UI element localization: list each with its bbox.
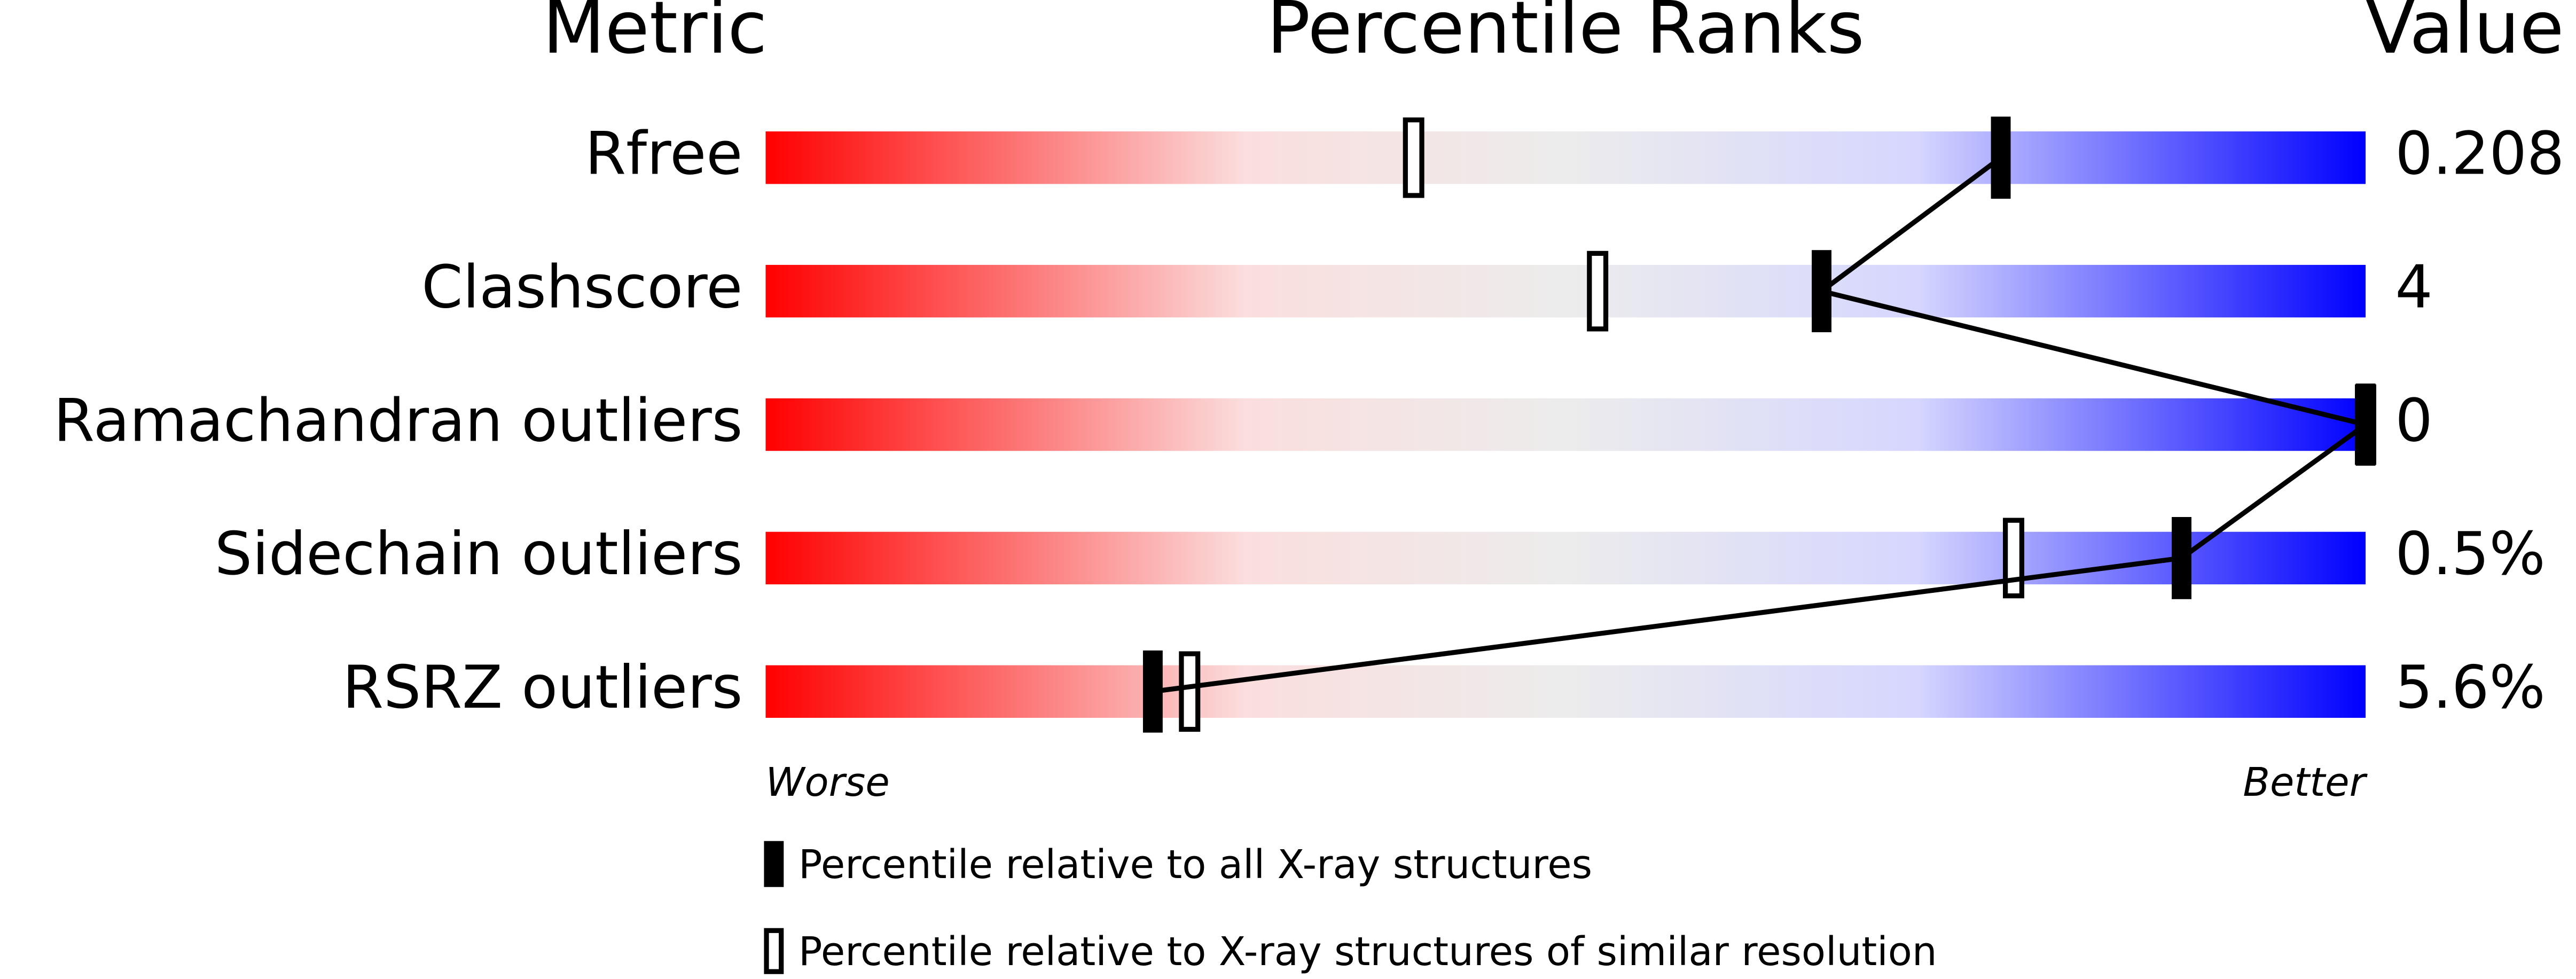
metric-value: 0 bbox=[2395, 386, 2432, 455]
slider-bar bbox=[765, 131, 2366, 184]
all-marker bbox=[1812, 250, 1831, 333]
slider-bar bbox=[765, 665, 2366, 718]
all-marker bbox=[2355, 383, 2376, 466]
legend: Percentile relative to all X-ray structu… bbox=[764, 841, 1937, 975]
similar-marker bbox=[1179, 651, 1201, 732]
slider-bar bbox=[765, 398, 2366, 451]
all-marker bbox=[1991, 116, 2011, 199]
legend-label: Percentile relative to all X-ray structu… bbox=[798, 842, 1592, 888]
metric-value: 5.6% bbox=[2395, 653, 2545, 722]
metric-label: RSRZ outliers bbox=[342, 653, 742, 722]
legend-swatch bbox=[764, 928, 784, 974]
metric-value: 0.5% bbox=[2395, 520, 2545, 589]
legend-swatch bbox=[764, 841, 784, 887]
similar-marker bbox=[2003, 518, 2025, 599]
metric-header: Metric bbox=[543, 0, 768, 70]
similar-marker bbox=[1587, 250, 1609, 332]
worse-label: Worse bbox=[765, 759, 889, 805]
bars: Rfree 0.208 Clashscore 4 Ramachandran outlie… bbox=[53, 120, 2564, 723]
legend-label: Percentile relative to X-ray structures … bbox=[798, 929, 1937, 975]
slider-bar bbox=[765, 264, 2366, 318]
metric-value: 0.208 bbox=[2395, 120, 2564, 189]
all-marker bbox=[1142, 650, 1163, 733]
metric-label: Rfree bbox=[585, 120, 742, 189]
better-label: Better bbox=[2243, 759, 2368, 805]
value-header: Value bbox=[2366, 0, 2564, 70]
metric-label: Sidechain outliers bbox=[215, 520, 743, 589]
slider-bar bbox=[765, 531, 2366, 585]
markers bbox=[1142, 116, 2377, 733]
metric-value: 4 bbox=[2395, 253, 2432, 322]
metric-label: Ramachandran outliers bbox=[53, 386, 742, 455]
similar-marker bbox=[1403, 117, 1424, 198]
ranks-header: Percentile Ranks bbox=[1267, 0, 1865, 70]
metric-label: Clashscore bbox=[421, 253, 742, 322]
all-marker bbox=[2172, 517, 2191, 599]
